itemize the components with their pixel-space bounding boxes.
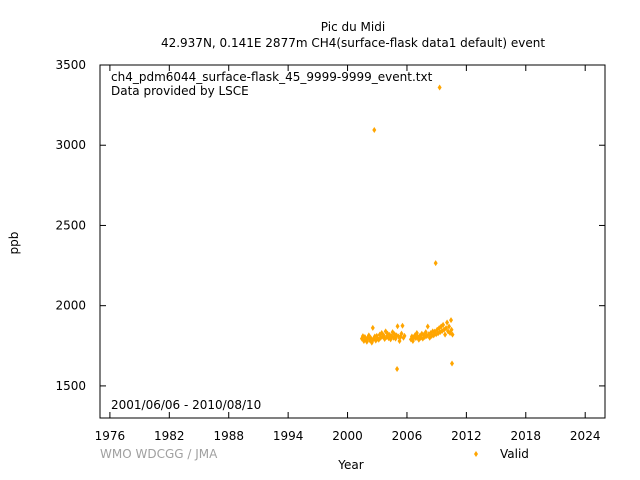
chart-subtitle: 42.937N, 0.141E 2877m CH4(surface-flask … xyxy=(161,36,545,50)
x-tick-label: 2018 xyxy=(511,429,542,443)
x-tick-label: 1976 xyxy=(95,429,126,443)
data-point xyxy=(449,326,454,333)
data-point xyxy=(437,84,442,91)
y-tick-label: 1500 xyxy=(55,379,86,393)
legend: Valid xyxy=(474,447,529,461)
x-tick-label: 2000 xyxy=(332,429,363,443)
data-point xyxy=(372,126,377,133)
data-point xyxy=(443,331,448,338)
credit-text: WMO WDCGG / JMA xyxy=(100,447,218,461)
data-point xyxy=(395,366,400,373)
data-point xyxy=(402,332,407,339)
x-tick-label: 1994 xyxy=(273,429,304,443)
data-point xyxy=(370,324,375,331)
y-tick-label: 3500 xyxy=(55,58,86,72)
chart-title: Pic du Midi xyxy=(321,20,385,34)
legend-label: Valid xyxy=(500,447,529,461)
annotation-date-range: 2001/06/06 - 2010/08/10 xyxy=(111,398,261,412)
data-point xyxy=(399,330,404,337)
data-point xyxy=(433,260,438,267)
y-tick-label: 3000 xyxy=(55,138,86,152)
x-tick-label: 2024 xyxy=(570,429,601,443)
data-point xyxy=(395,323,400,330)
y-tick-label: 2000 xyxy=(55,299,86,313)
x-tick-label: 2006 xyxy=(392,429,423,443)
x-tick-label: 2012 xyxy=(451,429,482,443)
data-point xyxy=(447,323,452,330)
y-tick-label: 2500 xyxy=(55,218,86,232)
data-point xyxy=(425,323,430,330)
data-point xyxy=(450,331,455,338)
x-tick-label: 1988 xyxy=(213,429,244,443)
legend-marker xyxy=(474,451,478,457)
data-point xyxy=(444,325,449,332)
data-point xyxy=(441,321,446,328)
data-points xyxy=(359,84,455,373)
annotation-filename: ch4_pdm6044_surface-flask_45_9999-9999_e… xyxy=(111,70,433,84)
data-point xyxy=(449,317,454,324)
y-axis-label: ppb xyxy=(7,232,21,255)
x-axis: 1976 1982 1988 1994 2000 2006 2012 2018 2024 xyxy=(95,65,601,443)
x-axis-label: Year xyxy=(337,458,363,472)
data-point xyxy=(445,319,450,326)
y-axis: 1500 2000 2500 3000 3500 xyxy=(55,58,605,393)
data-point xyxy=(450,360,455,367)
data-point xyxy=(400,322,405,329)
annotation-provider: Data provided by LSCE xyxy=(111,84,249,98)
plot-frame xyxy=(99,64,606,419)
x-tick-label: 1982 xyxy=(154,429,185,443)
